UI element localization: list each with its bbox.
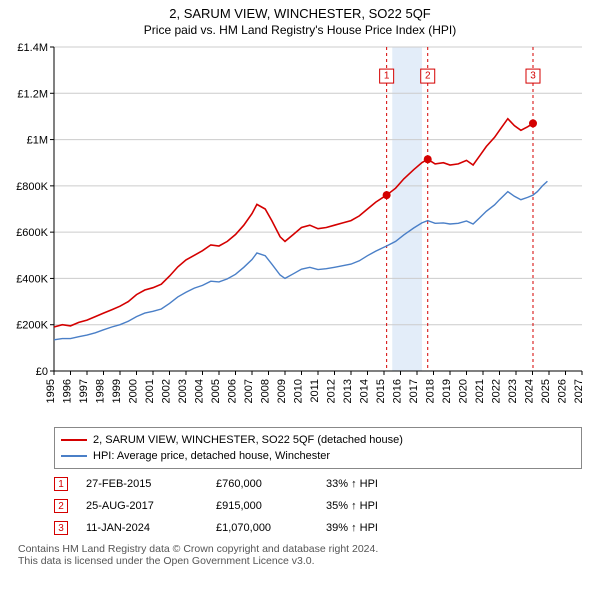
svg-text:1996: 1996 — [62, 379, 74, 403]
svg-text:1998: 1998 — [95, 379, 107, 403]
svg-text:2001: 2001 — [144, 379, 156, 403]
sale-pct: 35% ↑ HPI — [326, 500, 426, 512]
svg-text:2019: 2019 — [441, 379, 453, 403]
svg-text:2005: 2005 — [210, 379, 222, 403]
legend-label: HPI: Average price, detached house, Winc… — [93, 450, 330, 462]
legend: 2, SARUM VIEW, WINCHESTER, SO22 5QF (det… — [54, 427, 582, 469]
sales-row: 1 27-FEB-2015£760,00033% ↑ HPI — [54, 473, 582, 495]
sales-table: 1 27-FEB-2015£760,00033% ↑ HPI 2 25-AUG-201… — [54, 473, 582, 539]
svg-text:2014: 2014 — [359, 379, 371, 403]
footer-attribution: Contains HM Land Registry data © Crown c… — [18, 543, 582, 567]
svg-text:2004: 2004 — [194, 379, 206, 403]
svg-text:2010: 2010 — [293, 379, 305, 403]
svg-text:1995: 1995 — [45, 379, 57, 403]
svg-text:£1.4M: £1.4M — [17, 42, 48, 54]
svg-text:2017: 2017 — [408, 379, 420, 403]
svg-text:1999: 1999 — [111, 379, 123, 403]
svg-text:£600K: £600K — [16, 227, 48, 239]
svg-text:£800K: £800K — [16, 181, 48, 193]
footer-line-1: Contains HM Land Registry data © Crown c… — [18, 543, 582, 555]
sales-row: 3 11-JAN-2024£1,070,00039% ↑ HPI — [54, 517, 582, 539]
svg-text:2006: 2006 — [227, 379, 239, 403]
svg-text:2: 2 — [425, 71, 431, 82]
chart-title: 2, SARUM VIEW, WINCHESTER, SO22 5QF — [0, 0, 600, 21]
svg-text:2015: 2015 — [375, 379, 387, 403]
footer-line-2: This data is licensed under the Open Gov… — [18, 555, 582, 567]
svg-text:3: 3 — [530, 71, 536, 82]
svg-text:2011: 2011 — [309, 379, 321, 403]
svg-text:2027: 2027 — [573, 379, 585, 403]
svg-text:2009: 2009 — [276, 379, 288, 403]
legend-swatch — [61, 455, 87, 457]
sale-price: £1,070,000 — [216, 522, 326, 534]
sale-marker-box: 3 — [54, 521, 68, 535]
sale-pct: 33% ↑ HPI — [326, 478, 426, 490]
svg-text:2007: 2007 — [243, 379, 255, 403]
legend-row: HPI: Average price, detached house, Winc… — [61, 448, 575, 464]
svg-text:2013: 2013 — [342, 379, 354, 403]
chart-container: 2, SARUM VIEW, WINCHESTER, SO22 5QF Pric… — [0, 0, 600, 590]
sale-date: 25-AUG-2017 — [86, 500, 216, 512]
svg-text:2024: 2024 — [524, 379, 536, 403]
svg-text:2023: 2023 — [507, 379, 519, 403]
legend-swatch — [61, 439, 87, 441]
sale-date: 11-JAN-2024 — [86, 522, 216, 534]
svg-text:2018: 2018 — [425, 379, 437, 403]
sale-marker-box: 2 — [54, 499, 68, 513]
svg-text:1997: 1997 — [78, 379, 90, 403]
svg-text:1: 1 — [384, 71, 390, 82]
sale-price: £760,000 — [216, 478, 326, 490]
sale-marker-box: 1 — [54, 477, 68, 491]
svg-text:2002: 2002 — [161, 379, 173, 403]
line-chart-svg: £0 £200K £400K £600K £800K £1M £1.2M £1.4M 1995 1… — [0, 41, 600, 421]
svg-text:2022: 2022 — [491, 379, 503, 403]
svg-text:2000: 2000 — [128, 379, 140, 403]
svg-text:£1.2M: £1.2M — [17, 88, 48, 100]
legend-label: 2, SARUM VIEW, WINCHESTER, SO22 5QF (det… — [93, 434, 403, 446]
sale-pct: 39% ↑ HPI — [326, 522, 426, 534]
svg-text:£200K: £200K — [16, 320, 48, 332]
svg-text:2012: 2012 — [326, 379, 338, 403]
legend-row: 2, SARUM VIEW, WINCHESTER, SO22 5QF (det… — [61, 432, 575, 448]
svg-text:£0: £0 — [36, 366, 48, 378]
svg-text:£1M: £1M — [27, 135, 48, 147]
svg-text:£400K: £400K — [16, 273, 48, 285]
chart-area: £0 £200K £400K £600K £800K £1M £1.2M £1.4M 1995 1… — [0, 41, 600, 421]
sale-date: 27-FEB-2015 — [86, 478, 216, 490]
sales-row: 2 25-AUG-2017£915,00035% ↑ HPI — [54, 495, 582, 517]
svg-text:2026: 2026 — [557, 379, 569, 403]
svg-text:2025: 2025 — [540, 379, 552, 403]
svg-text:2003: 2003 — [177, 379, 189, 403]
sale-price: £915,000 — [216, 500, 326, 512]
svg-text:2008: 2008 — [260, 379, 272, 403]
chart-subtitle: Price paid vs. HM Land Registry's House … — [0, 21, 600, 41]
svg-text:2020: 2020 — [458, 379, 470, 403]
svg-text:2016: 2016 — [392, 379, 404, 403]
svg-text:2021: 2021 — [474, 379, 486, 403]
